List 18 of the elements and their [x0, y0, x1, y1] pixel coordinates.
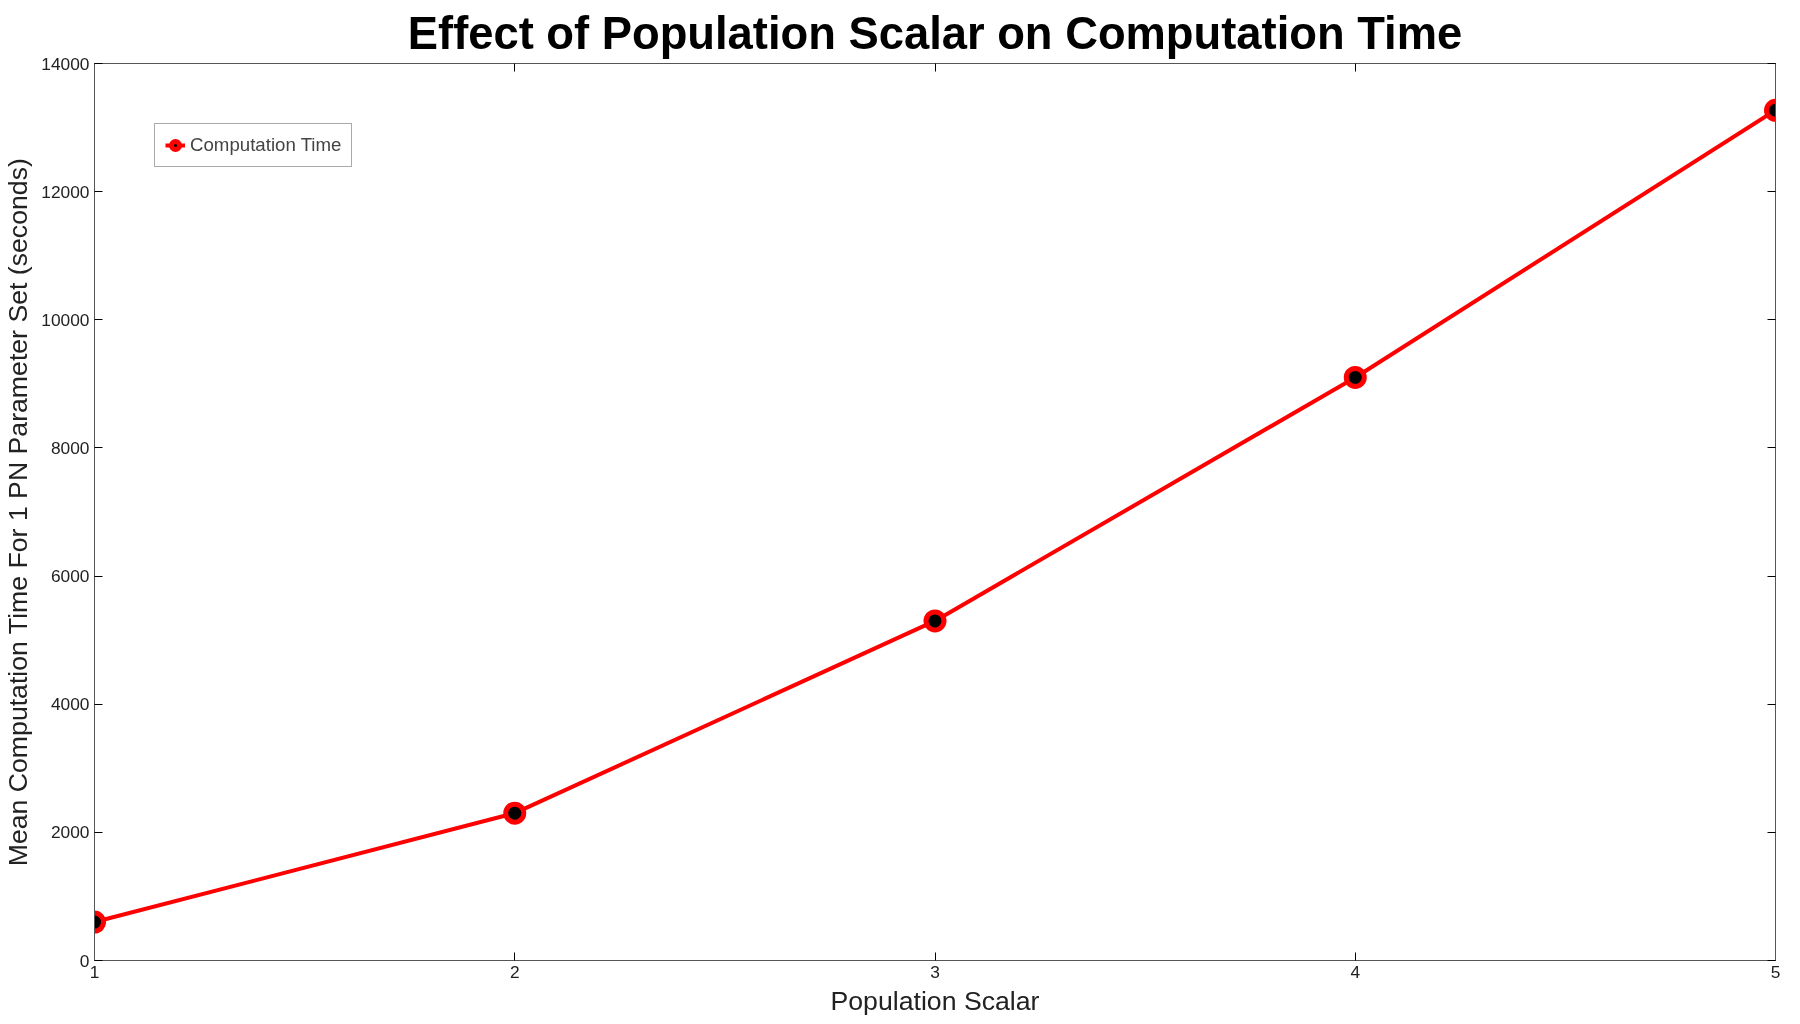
y-tick-label: 0	[79, 950, 90, 971]
y-tick-label: 14000	[41, 53, 90, 74]
x-tick-label: 4	[1350, 961, 1361, 982]
y-tick-label: 10000	[41, 309, 90, 330]
chart-title: Effect of Population Scalar on Computation Time	[407, 7, 1463, 59]
y-tick-label: 8000	[50, 437, 90, 458]
y-tick-label: 2000	[50, 822, 90, 843]
x-tick-label: 2	[509, 961, 520, 982]
x-tick-label: 5	[1770, 961, 1781, 982]
legend-label: Computation Time	[190, 134, 342, 156]
y-tick-label: 6000	[50, 566, 90, 587]
y-axis-title: Mean Computation Time For 1 PN Parameter Set (seconds)	[3, 158, 34, 867]
x-axis-title: Population Scalar	[830, 985, 1040, 1016]
x-tick-label: 3	[930, 961, 940, 982]
y-tick-label: 12000	[41, 181, 90, 202]
x-tick-label: 1	[89, 961, 100, 982]
y-tick-label: 4000	[50, 694, 90, 715]
point	[923, 609, 947, 633]
